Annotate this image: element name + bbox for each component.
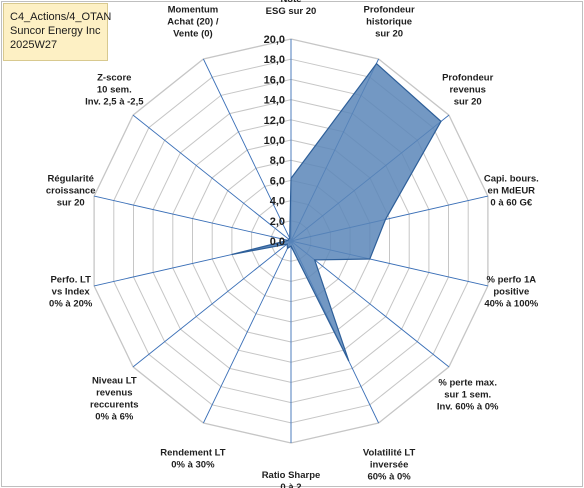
axis-label: Z-score 10 sem. Inv. 2,5 à -2,5 [85,72,144,107]
tick-label: 18,0 [264,54,285,66]
tick-label: 6,0 [270,175,285,187]
axis-label: Profondeur historique sur 20 [363,4,414,39]
axis-label-line: Rendement LT [160,448,225,459]
axis-label: Momentum Achat (20) / Vente (0) [167,4,219,39]
title-company: Suncor Energy Inc [10,25,101,37]
axis-spoke [132,114,292,242]
axis-label: NoteESG sur 20 [266,0,317,17]
axis-label-line: Perfo. LT [50,274,91,285]
axis-label-line: Inv. 60% à 0% [437,402,499,413]
axis-label-line: Ratio Sharpe [262,470,321,481]
tick-label: 10,0 [264,135,285,147]
axis-label-line: Vente (0) [173,28,213,39]
tick-label: 16,0 [264,74,285,86]
axis-spoke [202,58,292,242]
axis-label-line: sur 20 [375,28,403,39]
axis-label-line: Niveau LT [92,376,137,387]
axis-label: Volatilité LT inversée 60% à 0% [363,448,416,483]
axis-label-line: revenus [449,84,485,95]
title-week: 2025W27 [10,39,58,51]
tick-label: 4,0 [270,196,285,208]
axis-label-line: Momentum [168,4,219,15]
axis-label-line: en MdEUR [488,186,536,197]
axis-label-line: Z-score [97,72,131,83]
tick-label: 12,0 [264,115,285,127]
axis-label-line: % perfo 1A [486,274,536,285]
axis-label-line: Profondeur [442,72,493,83]
axis-label-line: Profondeur [363,4,414,15]
axis-label: Perfo. LT vs Index 0% à 20% [49,274,93,309]
axis-spoke [93,195,292,242]
axis-label-line: historique [366,16,412,27]
axis-label-line: Régularité [47,174,93,185]
axis-label-line: 40% à 100% [484,298,538,309]
axis-label: Ratio Sharpe 0 à 2 [262,470,321,488]
tick-label: 2,0 [270,216,285,228]
tick-label: 0,0 [270,236,285,248]
title-box: C4_Actions/4_OTAN Suncor Energy Inc 2025… [3,3,112,61]
axis-label-line: sur 20 [454,96,482,107]
axis-label-line: sur 1 sem. [444,390,491,401]
axis-label-line: croissance [46,186,96,197]
tick-label: 8,0 [270,155,285,167]
axis-label-line: positive [493,286,529,297]
axis-label-line: Achat (20) / [167,16,219,27]
radar-tick-labels: 0,0 2,0 4,0 6,0 8,0 10,0 12,0 14,0 16,0 18,0 20,0 [264,34,285,248]
tick-label: 14,0 [264,95,285,107]
axis-label-line: revenus [96,388,132,399]
axis-label: Niveau LT revenus reccurents 0% à 6% [90,376,139,423]
axis-label: % perfo 1A positive 40% à 100% [484,274,538,309]
axis-label-line: Capi. bours. [484,174,539,185]
axis-label-line: vs Index [52,286,91,297]
axis-spoke [202,240,292,424]
axis-label: Capi. bours. en MdEUR 0 à 60 G€ [484,174,539,209]
series-area [231,62,442,362]
axis-label-line: Volatilité LT [363,448,416,459]
axis-label-line: 0% à 20% [49,298,93,309]
axis-label-line: inversée [370,460,409,471]
axis-label: % perte max. sur 1 sem. Inv. 60% à 0% [437,378,499,413]
axis-label-line: Inv. 2,5 à -2,5 [85,96,144,107]
axis-label-line: 60% à 0% [367,472,411,483]
axis-label-line: ESG sur 20 [266,6,317,17]
axis-label-line: sur 20 [57,198,85,209]
axis-label-line: Note [280,0,301,5]
axis-spoke [290,240,450,368]
axis-label-line: 0 à 2 [280,482,301,488]
tick-label: 20,0 [264,34,285,46]
axis-label-line: 0% à 30% [171,460,215,471]
axis-label-line: 0% à 6% [95,412,134,423]
axis-label: Profondeur revenus sur 20 [442,72,493,107]
axis-label-line: 0 à 60 G€ [490,198,532,209]
axis-label-line: 10 sem. [97,84,132,95]
axis-spoke [132,240,292,368]
axis-label-line: reccurents [90,400,139,411]
axis-label: Rendement LT 0% à 30% [160,448,225,471]
title-category: C4_Actions/4_OTAN [10,11,112,23]
axis-label: Régularité croissance sur 20 [46,174,96,209]
radar-series [231,62,442,362]
axis-label-line: % perte max. [438,378,497,389]
